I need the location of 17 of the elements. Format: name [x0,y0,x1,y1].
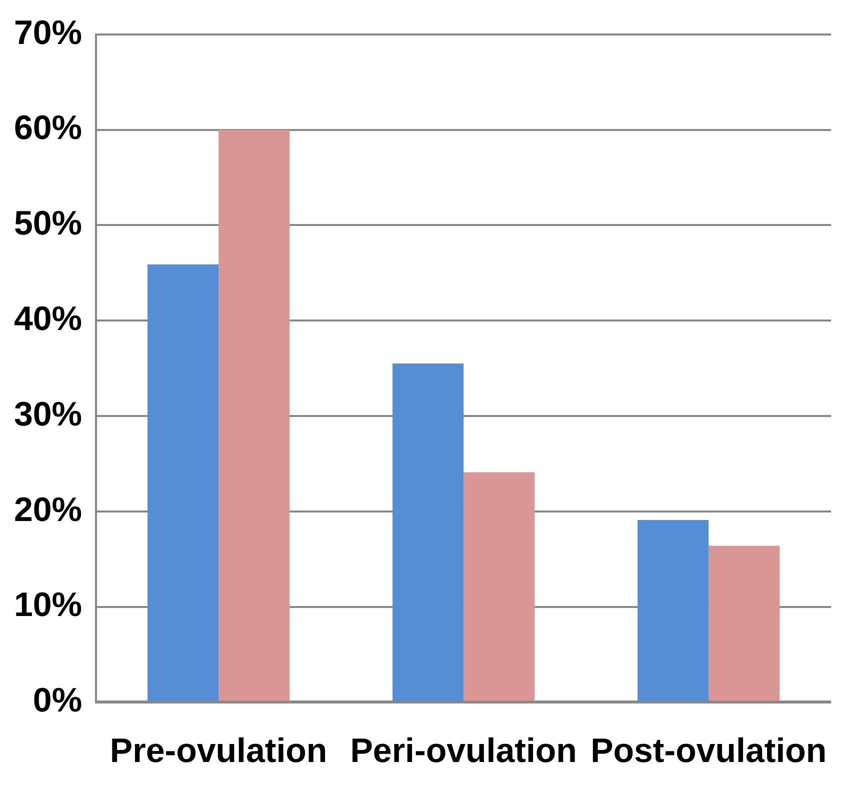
bar [708,546,780,701]
bar [392,364,464,701]
x-tick-label: Pre-ovulation [110,732,328,770]
y-tick-label: 70% [14,14,82,52]
y-tick-label: 40% [14,300,82,338]
y-tick-label: 20% [14,490,82,529]
x-tick-label: Post-ovulation [590,732,827,770]
y-tick-label: 50% [14,204,82,243]
bar [218,130,290,701]
y-tick-label: 10% [14,586,82,624]
x-tick-label: Peri-ovulation [350,732,577,770]
y-tick-label: 30% [14,395,82,434]
bar [464,472,535,701]
y-tick-label: 0% [32,682,82,720]
bar [638,520,709,701]
y-tick-label: 60% [14,109,82,148]
bar [148,264,219,701]
